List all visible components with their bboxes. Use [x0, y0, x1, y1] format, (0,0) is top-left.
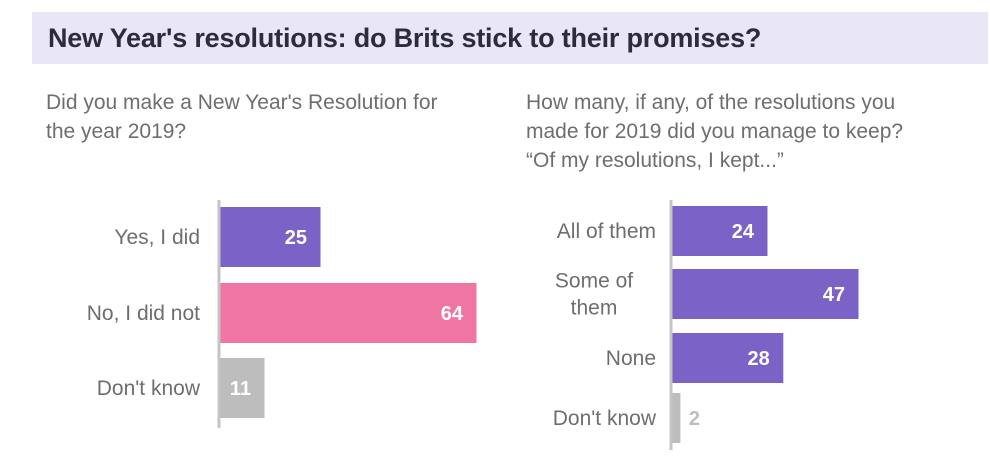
right-question: How many, if any, of the resolutions you… [526, 88, 976, 175]
value-label: 11 [230, 378, 251, 400]
header-banner: New Year's resolutions: do Brits stick t… [32, 12, 988, 64]
category-label: No, I did not [87, 302, 200, 325]
value-label: 47 [823, 284, 845, 306]
value-label: 64 [441, 303, 464, 325]
value-label: 28 [748, 348, 770, 370]
category-label: None [606, 347, 656, 370]
left-question: Did you make a New Year's Resolution for… [46, 88, 506, 146]
value-label: 2 [689, 408, 700, 430]
category-label: All of them [557, 220, 656, 243]
bar [672, 206, 768, 256]
value-label: 25 [285, 227, 307, 249]
category-label: Some of them [555, 270, 633, 320]
bar [672, 393, 681, 443]
value-label: 24 [732, 221, 755, 243]
right-question-line-2: made for 2019 did you manage to keep? [526, 120, 904, 143]
category-label: Yes, I did [114, 226, 200, 249]
left-question-line-2: the year 2019? [46, 120, 187, 143]
left-question-line-1: Did you make a New Year's Resolution for [46, 91, 438, 114]
bar [672, 269, 859, 319]
bar [220, 283, 477, 343]
page-title: New Year's resolutions: do Brits stick t… [48, 23, 762, 53]
category-label: Don't know [553, 407, 657, 430]
bar [672, 333, 784, 383]
bar [220, 207, 321, 267]
category-label: Don't know [97, 377, 201, 400]
right-question-line-1: How many, if any, of the resolutions you [526, 91, 896, 114]
bar [220, 358, 265, 418]
right-question-line-3: “Of my resolutions, I kept...” [526, 149, 784, 172]
